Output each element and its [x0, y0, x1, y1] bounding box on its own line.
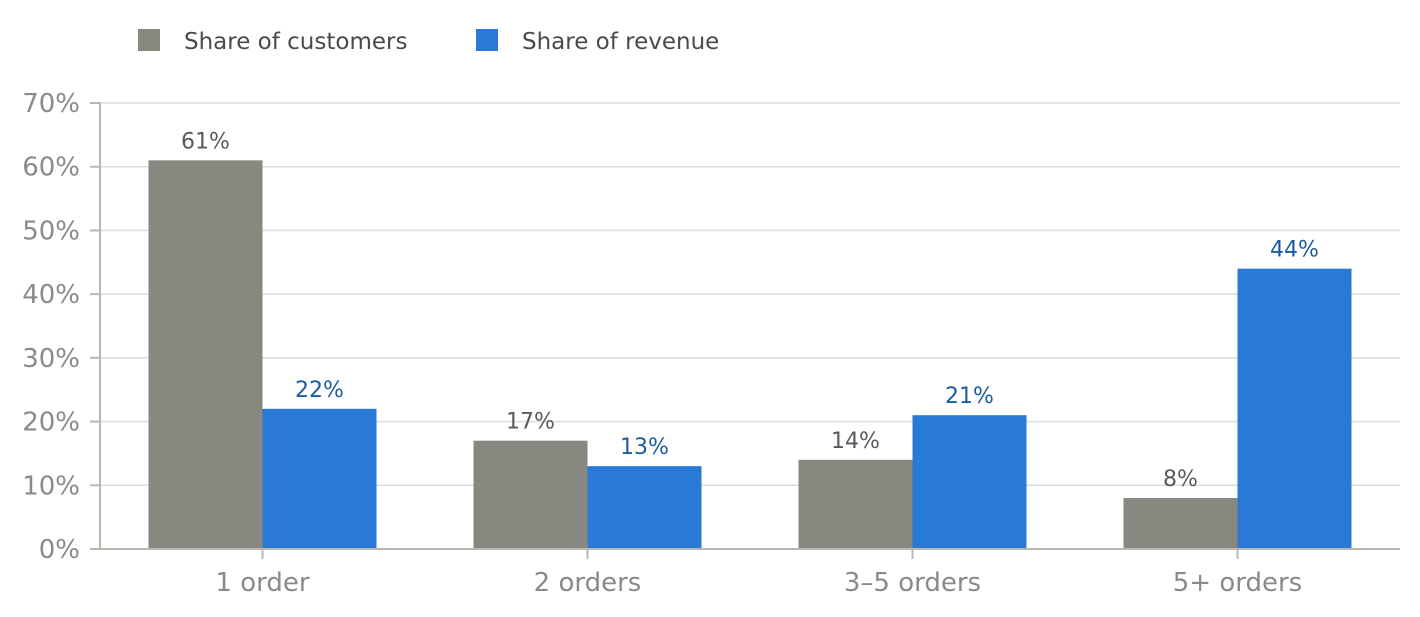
x-tick-label-4: 5+ orders	[1173, 568, 1302, 598]
bar-revenue-2	[587, 466, 702, 549]
bar-customers-3	[798, 459, 913, 549]
y-tick-label-20: 20%	[22, 408, 80, 438]
labels: 61% 22% 17% 13% 14% 21% 8% 44% 0% 10% 20% 30% 40% 50%…	[22, 89, 1319, 598]
y-tick-label-60: 60%	[22, 153, 80, 183]
y-tick-label-70: 70%	[22, 89, 80, 119]
data-label-revenue-4: 44%	[1270, 238, 1319, 263]
y-tick-label-50: 50%	[22, 216, 80, 246]
bar-revenue-3	[912, 415, 1027, 549]
legend-swatch-1	[138, 29, 160, 51]
data-label-customers-4: 8%	[1163, 467, 1198, 492]
legend-swatch-2	[476, 29, 498, 51]
data-label-customers-2: 17%	[506, 410, 555, 435]
data-label-customers-1: 61%	[181, 129, 230, 154]
y-tick-label-30: 30%	[22, 344, 80, 374]
bar-customers-1	[148, 160, 263, 550]
legend-label-2: Share of revenue	[522, 29, 719, 55]
legend-label-1: Share of customers	[184, 29, 407, 55]
axes	[90, 102, 1400, 559]
y-tick-label-0: 0%	[39, 535, 80, 565]
data-label-revenue-2: 13%	[620, 435, 669, 460]
x-tick-label-3: 3–5 orders	[844, 568, 981, 598]
data-label-customers-3: 14%	[831, 429, 880, 454]
bar-customers-2	[473, 440, 588, 549]
data-label-revenue-1: 22%	[295, 378, 344, 403]
bar-revenue-4	[1237, 268, 1352, 549]
y-tick-label-10: 10%	[22, 471, 80, 501]
bar-customers-4	[1123, 498, 1238, 549]
bars	[148, 160, 1352, 550]
data-label-revenue-3: 21%	[945, 384, 994, 409]
y-tick-label-40: 40%	[22, 280, 80, 310]
x-tick-label-1: 1 order	[215, 568, 309, 598]
x-tick-label-2: 2 orders	[534, 568, 642, 598]
bar-revenue-1	[262, 408, 377, 549]
legend: Share of customers Share of revenue	[138, 29, 719, 55]
